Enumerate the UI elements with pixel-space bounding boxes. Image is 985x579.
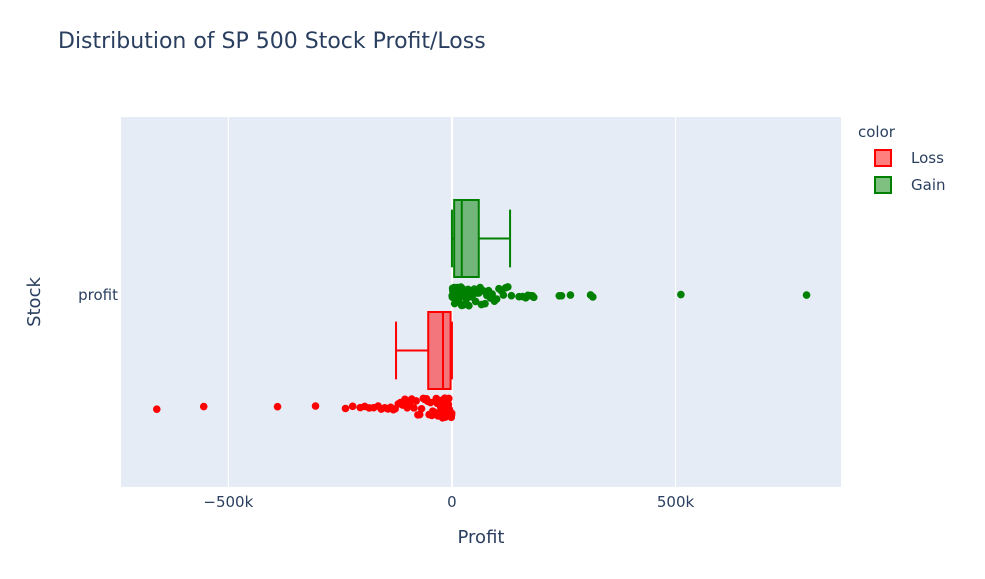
outlier-point [199, 402, 208, 411]
data-point [414, 411, 422, 419]
outlier-point [311, 402, 320, 410]
outlier-point [529, 293, 538, 302]
data-point [492, 295, 501, 303]
outlier-point [341, 404, 350, 413]
box-iqr [427, 311, 452, 390]
legend-items[interactable]: Loss Gain [874, 149, 946, 194]
legend-label-gain[interactable]: Gain [911, 176, 946, 194]
data-point [417, 404, 426, 413]
outlier-point [802, 291, 811, 299]
outlier-point [273, 402, 282, 411]
data-point [465, 301, 473, 310]
outlier-point [589, 293, 597, 301]
outlier-point [566, 291, 575, 299]
data-point [488, 290, 496, 298]
data-point [459, 301, 467, 309]
outlier-point [677, 290, 685, 299]
legend-swatch-gain[interactable] [874, 176, 892, 194]
x-tick-label: 500k [657, 493, 695, 511]
data-point [504, 283, 512, 291]
outlier-point [152, 405, 161, 413]
loss-series [152, 311, 456, 422]
y-tick-label: profit [78, 286, 118, 304]
outlier-point [557, 291, 566, 300]
outlier-point [348, 402, 357, 411]
outlier-point [507, 291, 516, 300]
outlier-point [391, 405, 399, 413]
legend-title: color [858, 123, 896, 141]
data-point [471, 297, 480, 306]
x-axis-title: Profit [458, 527, 505, 548]
x-tick-label: 0 [447, 493, 457, 511]
legend-swatch-loss[interactable] [874, 149, 892, 167]
data-point [499, 291, 508, 299]
data-point [425, 410, 433, 419]
y-axis-ticks: profit [78, 286, 118, 304]
legend: color Loss Gain [858, 123, 946, 194]
x-tick-label: −500k [203, 493, 253, 511]
data-point [481, 299, 489, 308]
x-axis-ticks: −500k 0 500k [203, 493, 694, 511]
legend-label-loss[interactable]: Loss [911, 149, 944, 167]
chart-title: Distribution of SP 500 Stock Profit/Loss [58, 29, 486, 54]
gain-series [448, 199, 811, 310]
data-point [419, 394, 428, 403]
y-axis-title: Stock [24, 277, 45, 327]
box-iqr [453, 199, 480, 278]
